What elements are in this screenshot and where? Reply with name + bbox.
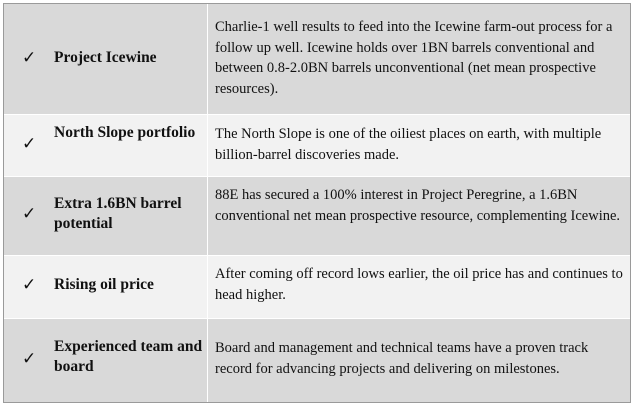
table-row: ✓ Experienced team and board Board and m…	[4, 319, 630, 402]
row-description: After coming off record lows earlier, th…	[215, 266, 623, 303]
column-divider	[207, 115, 208, 176]
row-title: Extra 1.6BN barrel potential	[54, 195, 182, 232]
checkmark-icon: ✓	[22, 48, 37, 68]
table-row: ✓ North Slope portfolio The North Slope …	[4, 115, 630, 177]
checkmark-icon: ✓	[22, 204, 37, 224]
highlights-table: ✓ Project Icewine Charlie-1 well results…	[3, 3, 631, 403]
row-description: The North Slope is one of the oiliest pl…	[215, 126, 602, 163]
column-divider	[207, 4, 208, 114]
row-description: Board and management and technical teams…	[215, 340, 589, 377]
row-description: 88E has secured a 100% interest in Proje…	[215, 187, 621, 224]
row-title: North Slope portfolio	[54, 124, 196, 141]
checkmark-icon: ✓	[22, 349, 37, 369]
column-divider	[207, 319, 208, 402]
table-row: ✓ Project Icewine Charlie-1 well results…	[4, 4, 630, 115]
row-description: Charlie-1 well results to feed into the …	[215, 19, 613, 97]
table-row: ✓ Rising oil price After coming off reco…	[4, 256, 630, 319]
checkmark-icon: ✓	[22, 134, 37, 154]
row-title: Rising oil price	[54, 276, 154, 293]
table-row: ✓ Extra 1.6BN barrel potential 88E has s…	[4, 177, 630, 256]
column-divider	[207, 256, 208, 318]
row-title: Project Icewine	[54, 49, 157, 66]
column-divider	[207, 177, 208, 255]
row-title: Experienced team and board	[54, 338, 203, 375]
checkmark-icon: ✓	[22, 275, 37, 295]
